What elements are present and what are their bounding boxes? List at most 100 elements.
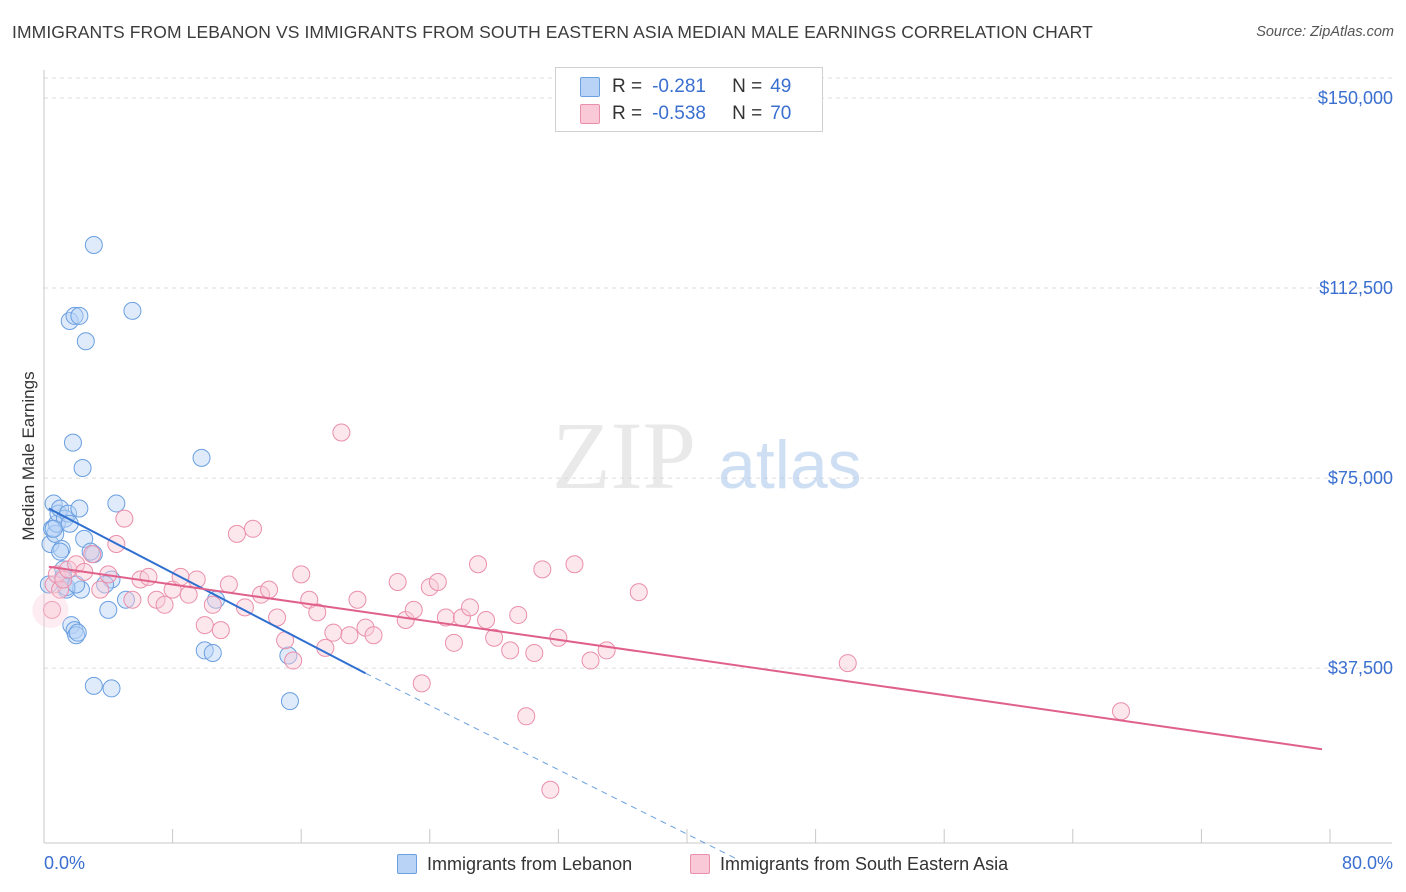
- point-sea: [284, 651, 303, 670]
- point-lebanon: [51, 542, 70, 561]
- point-lebanon: [44, 519, 63, 538]
- x-tick-label-start: 0.0%: [44, 853, 85, 873]
- watermark-zip: ZIP: [552, 402, 696, 509]
- point-sea: [51, 580, 70, 599]
- point-sea: [525, 643, 544, 662]
- point-sea: [123, 590, 142, 609]
- legend-n-value-lebanon: 49: [770, 76, 792, 97]
- point-sea: [364, 626, 383, 645]
- point-lebanon: [62, 616, 81, 635]
- point-sea: [243, 519, 262, 538]
- point-sea: [412, 674, 431, 693]
- y-tick-label: $37,500: [1328, 658, 1393, 678]
- data-points: [32, 235, 1131, 799]
- point-sea: [517, 707, 536, 726]
- y-tick-label: $75,000: [1328, 468, 1393, 488]
- point-sea: [838, 654, 857, 673]
- legend-swatch-lebanon: [580, 77, 600, 97]
- point-sea: [292, 565, 311, 584]
- point-sea: [348, 590, 367, 609]
- point-sea: [43, 600, 62, 619]
- point-sea: [549, 628, 568, 647]
- point-sea: [581, 651, 600, 670]
- point-lebanon: [107, 494, 126, 513]
- point-sea: [83, 545, 102, 564]
- axes: [43, 70, 1392, 844]
- point-sea: [541, 780, 560, 799]
- point-lebanon: [96, 575, 115, 594]
- trend-line-lebanon-extension: [365, 672, 736, 859]
- chart-title: IMMIGRANTS FROM LEBANON VS IMMIGRANTS FR…: [12, 22, 1093, 42]
- point-lebanon: [68, 623, 87, 642]
- legend-r-label: R =: [612, 103, 643, 124]
- point-sea: [195, 616, 214, 635]
- bottom-legend-swatch-sea: [690, 854, 710, 874]
- point-sea: [332, 423, 351, 442]
- bottom-legend-label-lebanon: Immigrants from Lebanon: [427, 853, 633, 874]
- point-sea: [404, 600, 423, 619]
- point-sea-large: [32, 591, 69, 628]
- y-tick-label: $112,500: [1319, 278, 1393, 298]
- legend-n-label: N =: [732, 103, 763, 124]
- point-sea: [1112, 702, 1131, 721]
- point-sea: [211, 621, 230, 640]
- point-sea: [340, 626, 359, 645]
- source-label: Source: ZipAtlas.com: [1256, 24, 1394, 40]
- point-sea: [509, 605, 528, 624]
- point-sea: [268, 608, 287, 627]
- point-sea: [436, 608, 455, 627]
- point-lebanon: [70, 306, 89, 325]
- point-sea: [316, 638, 335, 657]
- y-tick-labels: $37,500 $75,000 $112,500 $150,000: [1318, 88, 1393, 678]
- point-sea: [485, 628, 504, 647]
- legend-row-lebanon: R = -0.281 N = 49: [556, 74, 791, 100]
- point-sea: [235, 598, 254, 617]
- point-sea: [533, 560, 552, 579]
- point-sea: [324, 623, 343, 642]
- legend-swatch-sea: [580, 104, 600, 124]
- bottom-legend-sea: Immigrants from South Eastern Asia: [690, 852, 1008, 876]
- point-sea: [388, 572, 407, 591]
- bottom-legend-label-sea: Immigrants from South Eastern Asia: [720, 853, 1009, 874]
- point-sea: [477, 611, 496, 630]
- point-lebanon: [280, 692, 299, 711]
- watermark-atlas: atlas: [718, 427, 862, 503]
- point-sea: [54, 570, 73, 589]
- point-lebanon: [70, 499, 89, 518]
- point-sea: [501, 641, 520, 660]
- legend-row-sea: R = -0.538 N = 70: [556, 101, 791, 127]
- point-sea: [227, 524, 246, 543]
- point-lebanon: [60, 311, 79, 330]
- legend-r-value-lebanon: -0.281: [652, 76, 706, 97]
- point-sea: [203, 595, 222, 614]
- point-lebanon: [60, 514, 79, 533]
- bottom-legend-lebanon: Immigrants from Lebanon: [397, 852, 632, 876]
- point-lebanon: [84, 235, 103, 254]
- trend-lines: [48, 507, 1323, 859]
- point-lebanon: [71, 580, 90, 599]
- bottom-legend-swatch-lebanon: [397, 854, 417, 874]
- point-sea: [219, 575, 238, 594]
- point-sea: [469, 555, 488, 574]
- point-lebanon: [116, 590, 135, 609]
- trend-line-lebanon: [48, 507, 366, 675]
- point-lebanon: [41, 534, 60, 553]
- point-lebanon: [73, 458, 92, 477]
- point-sea: [565, 555, 584, 574]
- point-lebanon: [76, 332, 95, 351]
- legend-n-label: N =: [732, 76, 763, 97]
- point-lebanon: [99, 600, 118, 619]
- point-sea: [115, 509, 134, 528]
- point-sea: [629, 583, 648, 602]
- point-lebanon: [279, 646, 298, 665]
- point-lebanon: [84, 676, 103, 695]
- correlation-legend: R = -0.281 N = 49 R = -0.538 N = 70: [555, 67, 823, 132]
- point-sea: [91, 580, 110, 599]
- watermark: ZIP atlas: [552, 402, 862, 509]
- point-lebanon: [203, 643, 222, 662]
- x-tick-label-end: 80.0%: [1342, 853, 1393, 873]
- point-lebanon: [123, 301, 142, 320]
- legend-r-label: R =: [612, 76, 643, 97]
- point-sea: [597, 641, 616, 660]
